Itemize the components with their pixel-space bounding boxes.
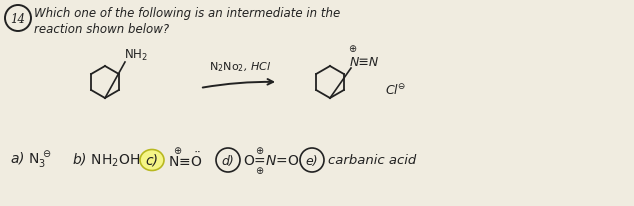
Text: N≡$\ddot{\mathrm{O}}$: N≡$\ddot{\mathrm{O}}$ bbox=[168, 152, 202, 170]
Text: $\oplus$: $\oplus$ bbox=[256, 165, 264, 176]
Text: e): e) bbox=[306, 154, 318, 167]
Text: reaction shown below?: reaction shown below? bbox=[34, 22, 169, 35]
Text: $\oplus$: $\oplus$ bbox=[348, 42, 358, 54]
Text: b) $\mathsf{NH_2OH}$: b) $\mathsf{NH_2OH}$ bbox=[72, 151, 140, 169]
Text: $\oplus$: $\oplus$ bbox=[173, 144, 183, 156]
Text: $\mathsf{N_2No_2}$, HCl: $\mathsf{N_2No_2}$, HCl bbox=[209, 60, 271, 74]
Text: 14: 14 bbox=[11, 13, 25, 26]
Text: Cl$^{\ominus}$: Cl$^{\ominus}$ bbox=[385, 83, 406, 97]
Ellipse shape bbox=[140, 150, 164, 171]
Text: d): d) bbox=[222, 154, 235, 167]
Text: carbanic acid: carbanic acid bbox=[328, 154, 417, 167]
Text: c): c) bbox=[145, 154, 158, 168]
Text: $\mathsf{NH_2}$: $\mathsf{NH_2}$ bbox=[124, 47, 148, 63]
Text: N≡N: N≡N bbox=[350, 55, 379, 69]
Text: Which one of the following is an intermediate in the: Which one of the following is an interme… bbox=[34, 7, 340, 20]
Text: $\oplus$: $\oplus$ bbox=[256, 144, 264, 156]
Text: O=$\overset{}{N}$=O: O=$\overset{}{N}$=O bbox=[243, 153, 300, 169]
Text: a) $\mathsf{N_3^{\,\ominus}}$: a) $\mathsf{N_3^{\,\ominus}}$ bbox=[10, 150, 51, 170]
